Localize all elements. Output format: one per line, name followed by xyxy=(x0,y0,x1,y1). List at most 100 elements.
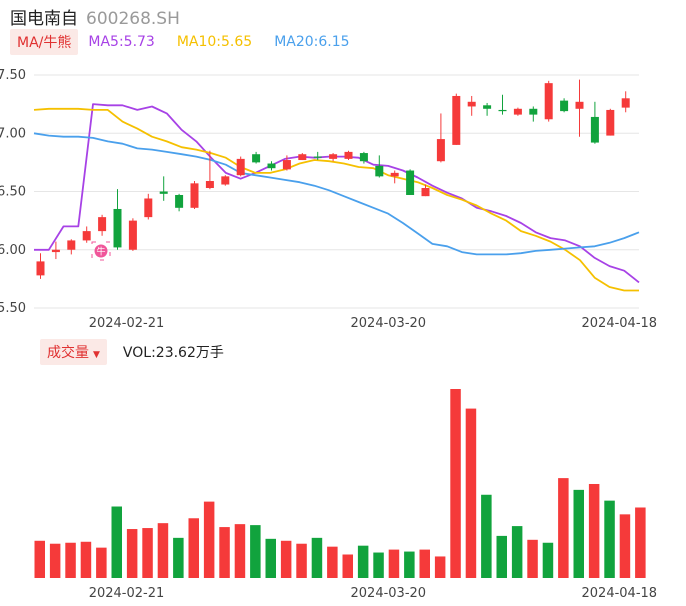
volume-bar xyxy=(619,514,631,578)
volume-bar xyxy=(65,542,76,578)
candle xyxy=(452,93,461,145)
volume-bar xyxy=(573,489,584,578)
volume-bar xyxy=(404,551,415,578)
candle xyxy=(144,193,153,220)
volume-toggle-button[interactable]: 成交量 ▼ xyxy=(40,339,107,365)
volume-bar xyxy=(80,541,92,578)
candle-body xyxy=(452,95,461,145)
volume-bars xyxy=(34,389,646,578)
candle xyxy=(282,155,291,171)
candle-body xyxy=(329,154,338,159)
volume-x-tick-label: 2024-02-21 xyxy=(89,586,165,601)
volume-bar xyxy=(173,537,184,578)
candle-body xyxy=(205,181,214,189)
candle-body xyxy=(575,101,584,109)
badge-circle xyxy=(94,244,108,258)
volume-toggle-label: 成交量 xyxy=(47,345,89,361)
volume-bar xyxy=(327,546,338,578)
volume-bar xyxy=(111,506,122,578)
candle-body xyxy=(436,139,445,162)
volume-bar xyxy=(296,543,307,578)
y-tick-label: 7.50 xyxy=(0,68,26,83)
badge-frame xyxy=(91,241,111,261)
volume-bar xyxy=(542,542,554,578)
volume-bar xyxy=(388,549,400,578)
candle xyxy=(529,106,538,122)
candle-body xyxy=(221,176,230,185)
volume-bar xyxy=(450,389,461,578)
y-tick-label: 7.00 xyxy=(0,126,26,141)
candle xyxy=(467,95,476,116)
volume-bar xyxy=(481,494,492,578)
candle xyxy=(205,150,214,190)
stock-name: 国电南自 xyxy=(10,9,78,29)
volume-bar xyxy=(419,549,430,578)
candle xyxy=(344,150,353,161)
candle-body xyxy=(282,160,291,170)
candle-body xyxy=(606,109,615,136)
candle-body xyxy=(467,101,476,107)
candle xyxy=(67,239,76,255)
y-axis: 7.50 7.00 6.50 6.00 5.50 xyxy=(0,68,26,316)
candle-body xyxy=(498,109,507,112)
candle xyxy=(51,241,60,260)
volume-bar xyxy=(527,539,538,578)
y-tick-label: 6.50 xyxy=(0,185,26,200)
candle-body xyxy=(236,158,245,176)
moving-average-lines xyxy=(33,103,640,292)
candle-body xyxy=(190,183,199,208)
ma20-line xyxy=(33,132,640,256)
ma10-line xyxy=(33,107,639,292)
volume-bar xyxy=(34,540,45,578)
candle xyxy=(313,151,322,161)
badge-text: 牛 xyxy=(96,246,105,258)
y-tick-label: 6.00 xyxy=(0,243,26,258)
candle-body xyxy=(298,154,307,161)
candle xyxy=(436,113,445,163)
volume-bar xyxy=(511,526,523,578)
volume-value-label: VOL:23.62万手 xyxy=(122,345,224,361)
candle xyxy=(621,91,630,113)
volume-x-tick-label: 2024-03-20 xyxy=(351,586,427,601)
candle-body xyxy=(175,194,184,208)
candle xyxy=(82,226,91,243)
volume-bar xyxy=(604,500,615,578)
candle xyxy=(36,253,45,279)
candle-body xyxy=(560,100,569,112)
ma5-label: MA5:5.73 xyxy=(88,34,155,50)
ma-toggle-button[interactable]: MA/牛熊 xyxy=(10,29,79,55)
ma10-label: MA10:5.65 xyxy=(176,34,253,50)
candle xyxy=(359,151,368,164)
candle-body xyxy=(267,163,276,169)
x-tick-label: 2024-02-21 xyxy=(89,316,165,331)
ma20-label: MA20:6.15 xyxy=(274,34,350,50)
volume-bar xyxy=(49,543,61,578)
candle-body xyxy=(51,249,60,253)
x-axis: 2024-02-21 2024-03-20 2024-04-18 xyxy=(89,316,657,331)
candle xyxy=(590,101,599,144)
signal-badge: 牛 xyxy=(91,241,111,261)
candle xyxy=(98,214,107,236)
candle xyxy=(252,151,261,164)
caret-down-icon: ▼ xyxy=(93,350,100,360)
volume-bar xyxy=(342,554,353,578)
candle-body xyxy=(313,156,322,158)
volume-bar xyxy=(588,483,600,578)
volume-bar xyxy=(496,535,507,578)
candle xyxy=(128,218,137,251)
candle-body xyxy=(390,172,399,177)
volume-x-tick-label: 2024-04-18 xyxy=(582,586,658,601)
candle-body xyxy=(483,105,492,109)
candle-body xyxy=(590,116,599,143)
bull-signal-icon[interactable]: 牛 xyxy=(91,241,111,261)
candle-body xyxy=(252,154,261,163)
candle-body xyxy=(513,108,522,115)
volume-bar xyxy=(434,556,446,578)
candle xyxy=(406,169,415,195)
volume-bar xyxy=(465,408,477,578)
candle-body xyxy=(406,170,415,195)
volume-bar xyxy=(635,507,646,578)
candle xyxy=(298,153,307,161)
volume-bar xyxy=(373,552,384,578)
